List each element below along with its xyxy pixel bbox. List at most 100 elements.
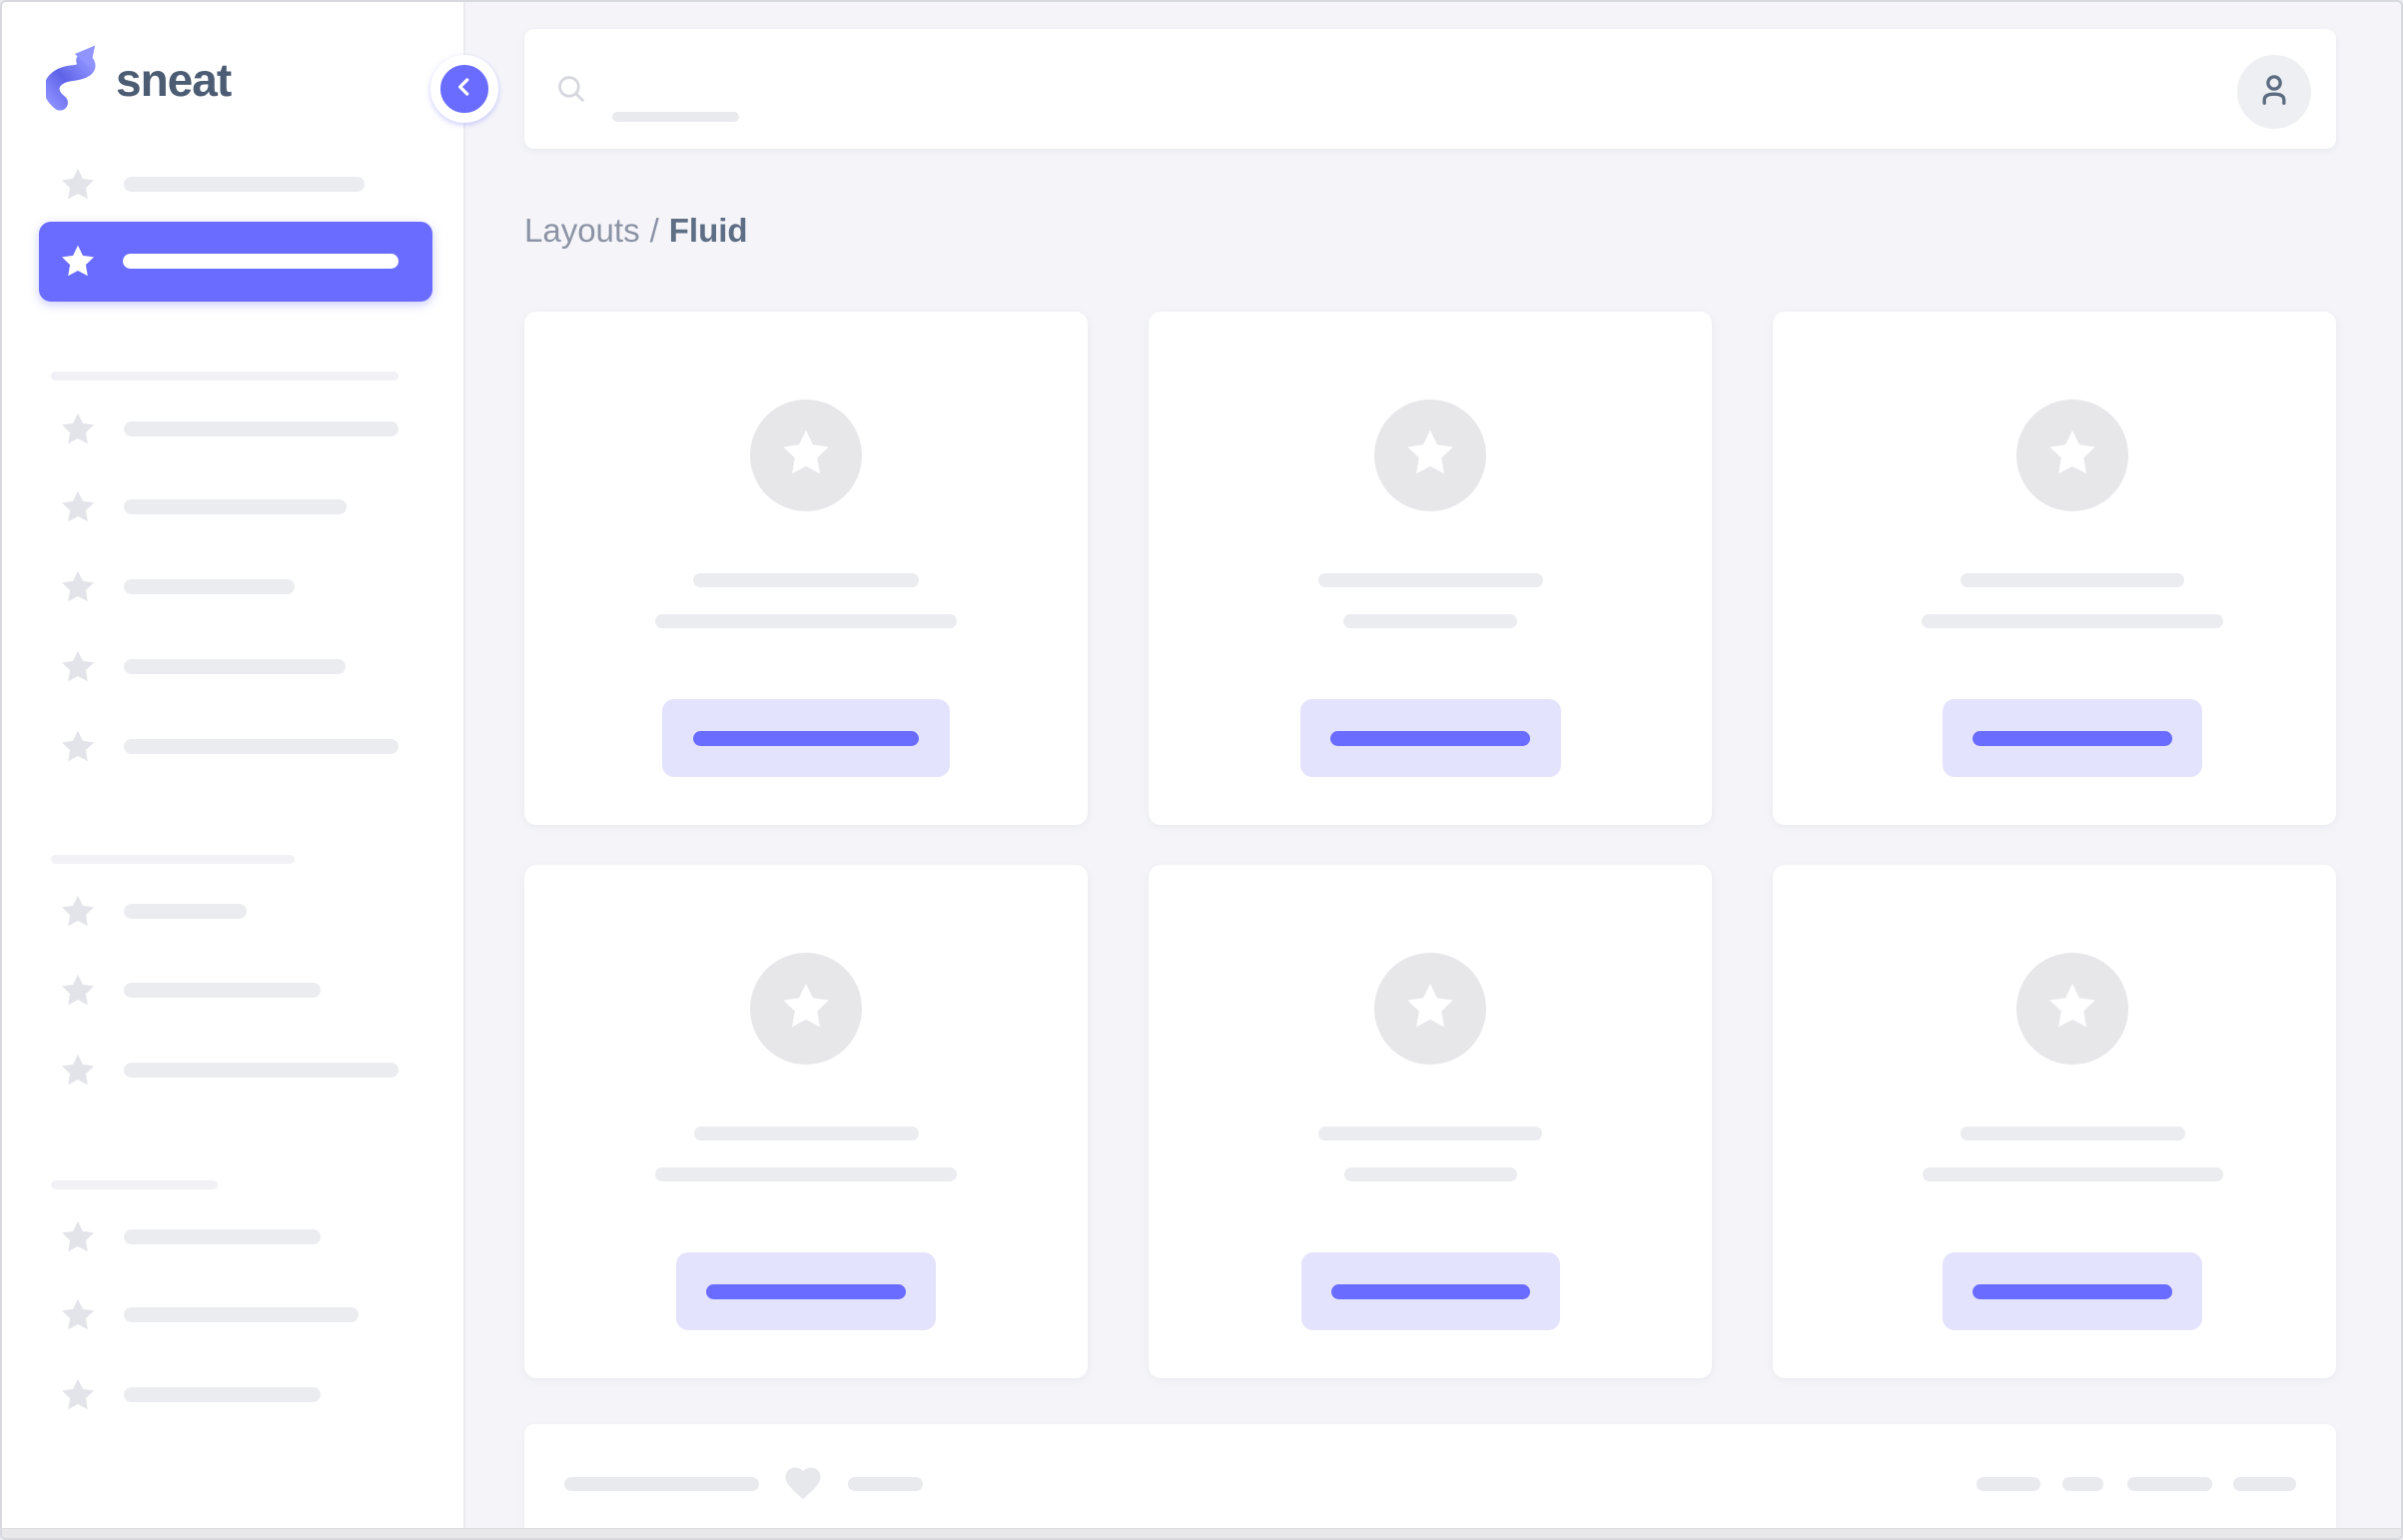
card-title-skeleton [693, 1127, 919, 1141]
card-avatar [1374, 953, 1486, 1065]
window-bottom-edge [2, 1528, 2401, 1538]
sidebar-item[interactable] [2, 1197, 465, 1277]
star-icon [59, 1296, 97, 1339]
sidebar-item-label-skeleton [124, 421, 399, 436]
card-avatar [750, 399, 862, 511]
sneat-logo-icon [43, 42, 100, 117]
sidebar-item[interactable] [2, 1355, 465, 1435]
card-button-label-skeleton [706, 1284, 906, 1299]
card [1149, 865, 1712, 1378]
sidebar: sneat [2, 2, 465, 1538]
sidebar-item-active[interactable] [39, 222, 432, 302]
card-button-label-skeleton [1330, 731, 1530, 746]
sidebar-section-divider-skeleton [51, 372, 399, 381]
sidebar-item[interactable] [2, 145, 465, 225]
star-icon [59, 728, 97, 771]
sidebar-item-label-skeleton [123, 254, 399, 269]
app-title: sneat [116, 53, 232, 106]
card-avatar [2016, 399, 2128, 511]
footer [524, 1424, 2336, 1538]
chevron-left-icon [451, 74, 477, 105]
card [1773, 312, 2336, 825]
sidebar-item[interactable] [2, 707, 465, 787]
sidebar-item-label-skeleton [124, 499, 347, 514]
sidebar-item-label-skeleton [124, 659, 346, 674]
card [1773, 865, 2336, 1378]
sidebar-item-label-skeleton [124, 983, 321, 998]
breadcrumb-section[interactable]: Layouts [524, 212, 640, 249]
sidebar-section-divider-skeleton [51, 855, 295, 864]
card [524, 865, 1088, 1378]
card [1149, 312, 1712, 825]
breadcrumb-separator: / [649, 212, 659, 249]
card-title-skeleton [693, 573, 919, 587]
card-subtitle-skeleton [1343, 614, 1517, 628]
card-subtitle-skeleton [1922, 1167, 2223, 1181]
search-icon [554, 72, 588, 111]
star-icon [59, 410, 97, 453]
star-icon [59, 488, 97, 531]
star-icon [1403, 426, 1457, 485]
footer-link-skeleton[interactable] [2062, 1477, 2103, 1491]
star-icon [59, 972, 97, 1015]
star-icon [59, 166, 97, 209]
card-button-label-skeleton [1973, 731, 2172, 746]
star-icon [779, 426, 833, 485]
footer-link-skeleton[interactable] [2233, 1477, 2296, 1491]
sidebar-item[interactable] [2, 467, 465, 547]
sidebar-item-label-skeleton [124, 579, 295, 594]
footer-link-skeleton[interactable] [2127, 1477, 2212, 1491]
sidebar-collapse-button[interactable] [430, 55, 498, 123]
star-icon [59, 893, 97, 936]
star-icon [59, 648, 97, 691]
topbar [524, 29, 2336, 149]
card-button-label-skeleton [693, 731, 919, 746]
star-icon [59, 1218, 97, 1261]
card-button-label-skeleton [1973, 1284, 2172, 1299]
star-icon [2045, 426, 2099, 485]
sidebar-item-label-skeleton [124, 1229, 321, 1244]
breadcrumb: Layouts / Fluid [524, 209, 748, 253]
user-icon [2253, 69, 2295, 116]
card-subtitle-skeleton [1922, 614, 2223, 628]
card-avatar [750, 953, 862, 1065]
search-input[interactable] [524, 29, 1423, 149]
heart-icon [782, 1462, 824, 1507]
sidebar-item[interactable] [2, 1275, 465, 1355]
card-title-skeleton [1317, 573, 1543, 587]
sidebar-item-label-skeleton [124, 1387, 321, 1402]
breadcrumb-current: Fluid [668, 212, 748, 249]
footer-text-skeleton [564, 1477, 759, 1491]
star-icon [1403, 980, 1457, 1039]
sidebar-item[interactable] [2, 547, 465, 627]
sidebar-item-label-skeleton [124, 177, 365, 192]
sidebar-item[interactable] [2, 1031, 465, 1111]
sidebar-item-label-skeleton [124, 739, 399, 754]
star-icon [2045, 980, 2099, 1039]
footer-text-skeleton [848, 1477, 923, 1491]
card [524, 312, 1088, 825]
star-icon [59, 243, 97, 286]
sidebar-item[interactable] [2, 951, 465, 1031]
sidebar-item-label-skeleton [124, 1307, 359, 1322]
brand[interactable]: sneat [43, 42, 232, 117]
card-button-label-skeleton [1330, 1284, 1530, 1299]
card-title-skeleton [1960, 1127, 2185, 1141]
footer-link-skeleton[interactable] [1977, 1477, 2040, 1491]
sidebar-item[interactable] [2, 389, 465, 469]
star-icon [779, 980, 833, 1039]
sidebar-item-label-skeleton [124, 1063, 399, 1078]
card-subtitle-skeleton [655, 614, 957, 628]
star-icon [59, 568, 97, 611]
sidebar-section-divider-skeleton [51, 1180, 218, 1189]
search-placeholder-skeleton [612, 112, 739, 122]
card-avatar [2016, 953, 2128, 1065]
sidebar-item[interactable] [2, 627, 465, 707]
star-icon [59, 1376, 97, 1419]
card-title-skeleton [1318, 1127, 1542, 1141]
card-subtitle-skeleton [655, 1167, 957, 1181]
user-menu-button[interactable] [2237, 55, 2311, 129]
sidebar-item-label-skeleton [124, 904, 247, 919]
sidebar-item[interactable] [2, 872, 465, 952]
